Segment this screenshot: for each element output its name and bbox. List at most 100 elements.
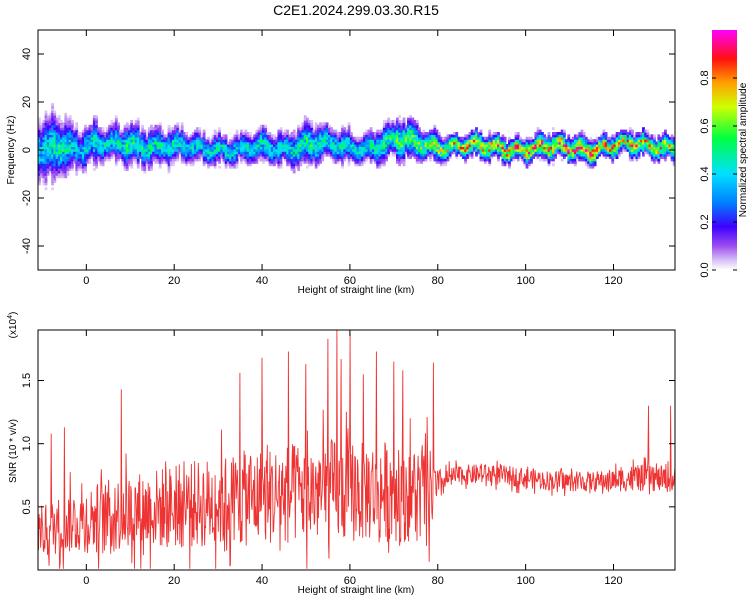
heatmap-cell: [123, 132, 127, 135]
heatmap-cell: [481, 144, 485, 147]
heatmap-cell: [64, 115, 68, 119]
heatmap-cell: [545, 146, 549, 150]
heatmap-cell: [299, 160, 303, 164]
heatmap-cell: [646, 148, 650, 152]
heatmap-cell: [538, 144, 542, 147]
heatmap-cell: [253, 141, 257, 145]
heatmap-cell: [598, 153, 601, 157]
heatmap-cell: [437, 139, 441, 143]
heatmap-cell: [167, 163, 171, 167]
heatmap-cell: [494, 132, 498, 135]
heatmap-cell: [569, 160, 573, 164]
heatmap-cell: [400, 136, 404, 140]
heatmap-cell: [659, 153, 663, 157]
heatmap-cell: [292, 158, 296, 162]
heatmap-cell: [510, 158, 514, 162]
heatmap-cell: [242, 158, 246, 162]
heatmap-cell: [472, 141, 476, 145]
heatmap-cell: [196, 148, 199, 152]
heatmap-cell: [130, 136, 134, 140]
heatmap-cell: [343, 156, 347, 159]
heatmap-cell: [218, 146, 221, 150]
heatmap-cell: [330, 153, 333, 157]
heatmap-cell: [86, 146, 90, 150]
heatmap-cell: [380, 153, 384, 157]
heatmap-cell: [110, 153, 114, 157]
heatmap-cell: [437, 132, 441, 135]
heatmap-cell: [145, 136, 149, 140]
heatmap-cell: [549, 151, 553, 155]
heatmap-cell: [281, 148, 285, 152]
heatmap-cell: [382, 139, 386, 143]
heatmap-cell: [38, 127, 41, 131]
heatmap-cell: [299, 136, 303, 140]
heatmap-cell: [341, 132, 344, 135]
heatmap-cell: [369, 134, 373, 138]
heatmap-cell: [132, 153, 136, 157]
heatmap-cell: [573, 158, 577, 162]
heatmap-cell: [53, 117, 57, 121]
heatmap-cell: [444, 160, 448, 164]
heatmap-cell: [235, 158, 239, 162]
heatmap-cell: [123, 165, 127, 169]
heatmap-cell: [103, 146, 107, 150]
heatmap-cell: [297, 129, 300, 133]
heatmap-cell: [150, 124, 153, 128]
heatmap-cell: [147, 160, 151, 164]
heatmap-cell: [323, 134, 327, 138]
heatmap-cell: [200, 146, 204, 150]
heatmap-cell: [70, 127, 74, 131]
heatmap-cell: [38, 175, 41, 179]
heatmap-cell: [347, 158, 351, 162]
heatmap-cell: [136, 124, 140, 128]
heatmap-cell: [664, 141, 667, 145]
heatmap-cell: [479, 144, 483, 147]
heatmap-cell: [620, 144, 623, 147]
heatmap-cell: [455, 134, 459, 138]
heatmap-cell: [595, 153, 599, 157]
heatmap-cell: [136, 156, 140, 159]
heatmap-cell: [108, 139, 112, 143]
heatmap-cell: [128, 151, 131, 155]
heatmap-cell: [444, 163, 448, 167]
heatmap-cell: [393, 129, 397, 133]
heatmap-cell: [48, 134, 52, 138]
heatmap-cell: [180, 136, 184, 140]
heatmap-cell: [44, 141, 48, 145]
heatmap-cell: [209, 148, 213, 152]
heatmap-cell: [422, 156, 426, 159]
heatmap-cell: [402, 132, 406, 135]
heatmap-cell: [316, 144, 320, 147]
y-tick-label: -40: [21, 238, 33, 254]
heatmap-cell: [132, 158, 136, 162]
heatmap-cell: [501, 160, 505, 164]
heatmap-cell: [66, 127, 70, 131]
heatmap-cell: [189, 134, 193, 138]
heatmap-cell: [578, 146, 582, 150]
heatmap-cell: [213, 136, 217, 140]
heatmap-cell: [114, 136, 118, 140]
heatmap-cell: [316, 139, 320, 143]
heatmap-cell: [312, 129, 316, 133]
heatmap-cell: [595, 141, 599, 145]
heatmap-cell: [101, 132, 105, 135]
heatmap-cell: [84, 124, 87, 128]
heatmap-cell: [312, 153, 316, 157]
heatmap-cell: [536, 136, 540, 140]
heatmap-cell: [158, 129, 162, 133]
heatmap-cell: [409, 136, 413, 140]
heatmap-cell: [512, 139, 516, 143]
heatmap-cell: [475, 153, 478, 157]
heatmap-cell: [321, 153, 325, 157]
heatmap-cell: [580, 148, 584, 152]
heatmap-cell: [112, 132, 116, 135]
heatmap-cell: [270, 158, 274, 162]
heatmap-cell: [42, 124, 46, 128]
heatmap-cell: [347, 124, 351, 128]
heatmap-cell: [143, 136, 147, 140]
heatmap-cell: [134, 148, 138, 152]
heatmap-cell: [305, 146, 309, 150]
heatmap-cell: [420, 158, 423, 162]
heatmap-cell: [66, 144, 70, 147]
heatmap-cell: [404, 144, 408, 147]
